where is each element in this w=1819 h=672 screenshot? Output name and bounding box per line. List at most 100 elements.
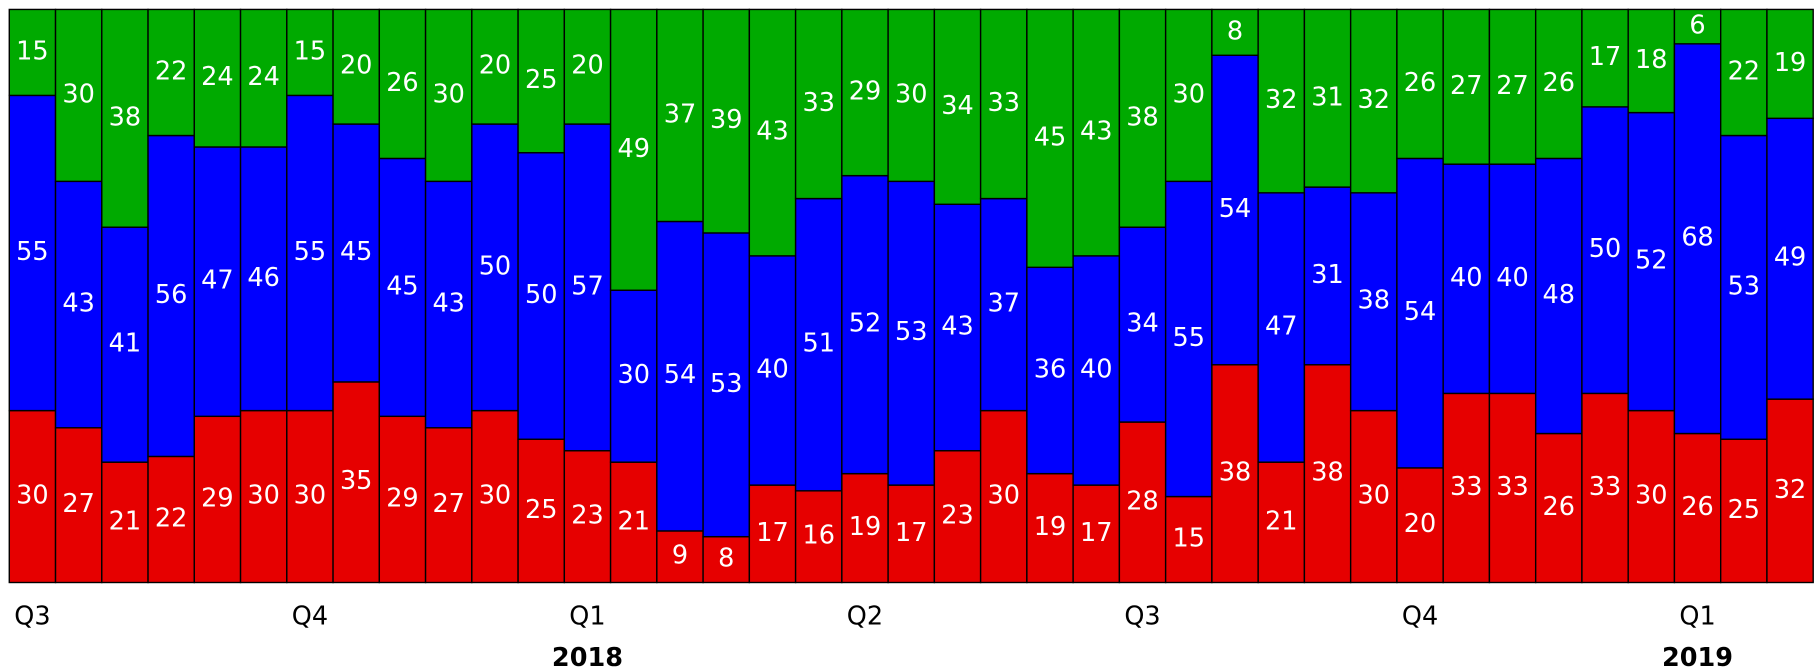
bar-segment bbox=[702, 8, 751, 234]
data-label: 29 bbox=[849, 77, 881, 107]
data-label: 30 bbox=[988, 481, 1020, 511]
data-label: 34 bbox=[941, 91, 973, 121]
bar-segment bbox=[1581, 8, 1629, 108]
bar-segment bbox=[1396, 467, 1444, 584]
data-label: 30 bbox=[16, 481, 48, 511]
bar-segment bbox=[887, 8, 936, 183]
data-label: 15 bbox=[1173, 524, 1205, 554]
bar-segment bbox=[794, 197, 843, 492]
bar-segment bbox=[748, 255, 797, 486]
bar-segment bbox=[1164, 495, 1213, 584]
data-label: 32 bbox=[1358, 85, 1390, 115]
bar-segment bbox=[887, 180, 936, 486]
data-label: 15 bbox=[16, 36, 48, 66]
data-label: 38 bbox=[1126, 102, 1158, 132]
data-label: 22 bbox=[155, 56, 187, 86]
data-label: 54 bbox=[664, 360, 696, 390]
data-label: 24 bbox=[201, 62, 233, 92]
bar-segment bbox=[54, 8, 103, 183]
bar-segment bbox=[1072, 484, 1121, 584]
bar-segment bbox=[1164, 180, 1213, 498]
bar-segment bbox=[1303, 186, 1352, 366]
bar-segment bbox=[1349, 192, 1398, 412]
data-label: 27 bbox=[432, 489, 464, 519]
data-label: 57 bbox=[571, 271, 603, 301]
data-label: 43 bbox=[941, 311, 973, 341]
bar-segment bbox=[933, 450, 982, 584]
bar-segment bbox=[1118, 226, 1167, 423]
data-label: 53 bbox=[1728, 271, 1760, 301]
bar-segment bbox=[1349, 409, 1398, 584]
data-label: 54 bbox=[1219, 194, 1251, 224]
data-label: 46 bbox=[247, 263, 279, 293]
bar-segment bbox=[1303, 364, 1352, 584]
data-label: 52 bbox=[1635, 246, 1667, 276]
data-label: 30 bbox=[479, 481, 511, 511]
year-label: 2018 bbox=[552, 643, 623, 672]
bar-segment bbox=[332, 123, 381, 383]
data-label: 50 bbox=[1589, 234, 1621, 264]
bar-segment bbox=[147, 455, 195, 584]
data-label: 18 bbox=[1635, 45, 1667, 75]
data-label: 25 bbox=[525, 495, 557, 525]
data-label: 21 bbox=[617, 506, 649, 536]
data-label: 33 bbox=[1450, 472, 1482, 502]
data-label: 47 bbox=[1265, 311, 1297, 341]
data-label: 30 bbox=[1173, 79, 1205, 109]
data-label: 21 bbox=[1265, 506, 1297, 536]
bar-segment bbox=[286, 8, 334, 97]
data-label: 37 bbox=[664, 99, 696, 129]
bar-segment bbox=[794, 8, 843, 200]
data-label: 30 bbox=[1635, 481, 1667, 511]
data-label: 6 bbox=[1689, 11, 1705, 41]
data-label: 49 bbox=[1774, 243, 1806, 273]
bar-segment bbox=[101, 461, 149, 584]
data-label: 31 bbox=[1311, 82, 1343, 112]
bar-segment bbox=[841, 472, 889, 584]
data-label: 37 bbox=[988, 289, 1020, 319]
data-label: 30 bbox=[62, 79, 94, 109]
data-label: 43 bbox=[756, 117, 788, 147]
data-label: 41 bbox=[109, 329, 141, 359]
data-label: 26 bbox=[1404, 68, 1436, 98]
data-label: 56 bbox=[155, 280, 187, 310]
data-label: 29 bbox=[201, 483, 233, 513]
data-label: 48 bbox=[1543, 280, 1575, 310]
bar-segment bbox=[54, 180, 103, 429]
data-label: 28 bbox=[1126, 486, 1158, 516]
bar-segment bbox=[1673, 8, 1722, 45]
data-label: 35 bbox=[340, 466, 372, 496]
data-label: 45 bbox=[340, 237, 372, 267]
data-label: 40 bbox=[756, 354, 788, 384]
data-label: 17 bbox=[1589, 42, 1621, 72]
data-label: 27 bbox=[1496, 71, 1528, 101]
data-label: 16 bbox=[802, 521, 834, 551]
data-label: 45 bbox=[386, 271, 418, 301]
data-label: 20 bbox=[340, 51, 372, 81]
data-label: 9 bbox=[672, 541, 688, 571]
bar-segment bbox=[101, 8, 149, 228]
bar-segment bbox=[1442, 163, 1491, 395]
data-label: 30 bbox=[432, 79, 464, 109]
x-tick-label: Q1 bbox=[569, 601, 605, 631]
data-label: 33 bbox=[1496, 472, 1528, 502]
bar-segment bbox=[8, 409, 57, 584]
data-label: 68 bbox=[1681, 223, 1713, 253]
data-label: 15 bbox=[294, 36, 326, 66]
data-label: 38 bbox=[1219, 458, 1251, 488]
bar-segment bbox=[1766, 8, 1814, 120]
bar-segment bbox=[609, 8, 658, 291]
bar-segment bbox=[424, 427, 473, 584]
bar-segment bbox=[193, 415, 242, 584]
data-label: 22 bbox=[155, 503, 187, 533]
data-label: 22 bbox=[1728, 56, 1760, 86]
data-label: 19 bbox=[1034, 512, 1066, 542]
data-label: 33 bbox=[1589, 472, 1621, 502]
data-label: 55 bbox=[16, 237, 48, 267]
bar-segment bbox=[933, 203, 982, 452]
data-label: 32 bbox=[1774, 475, 1806, 505]
data-label: 26 bbox=[1543, 492, 1575, 522]
data-label: 23 bbox=[571, 501, 603, 531]
